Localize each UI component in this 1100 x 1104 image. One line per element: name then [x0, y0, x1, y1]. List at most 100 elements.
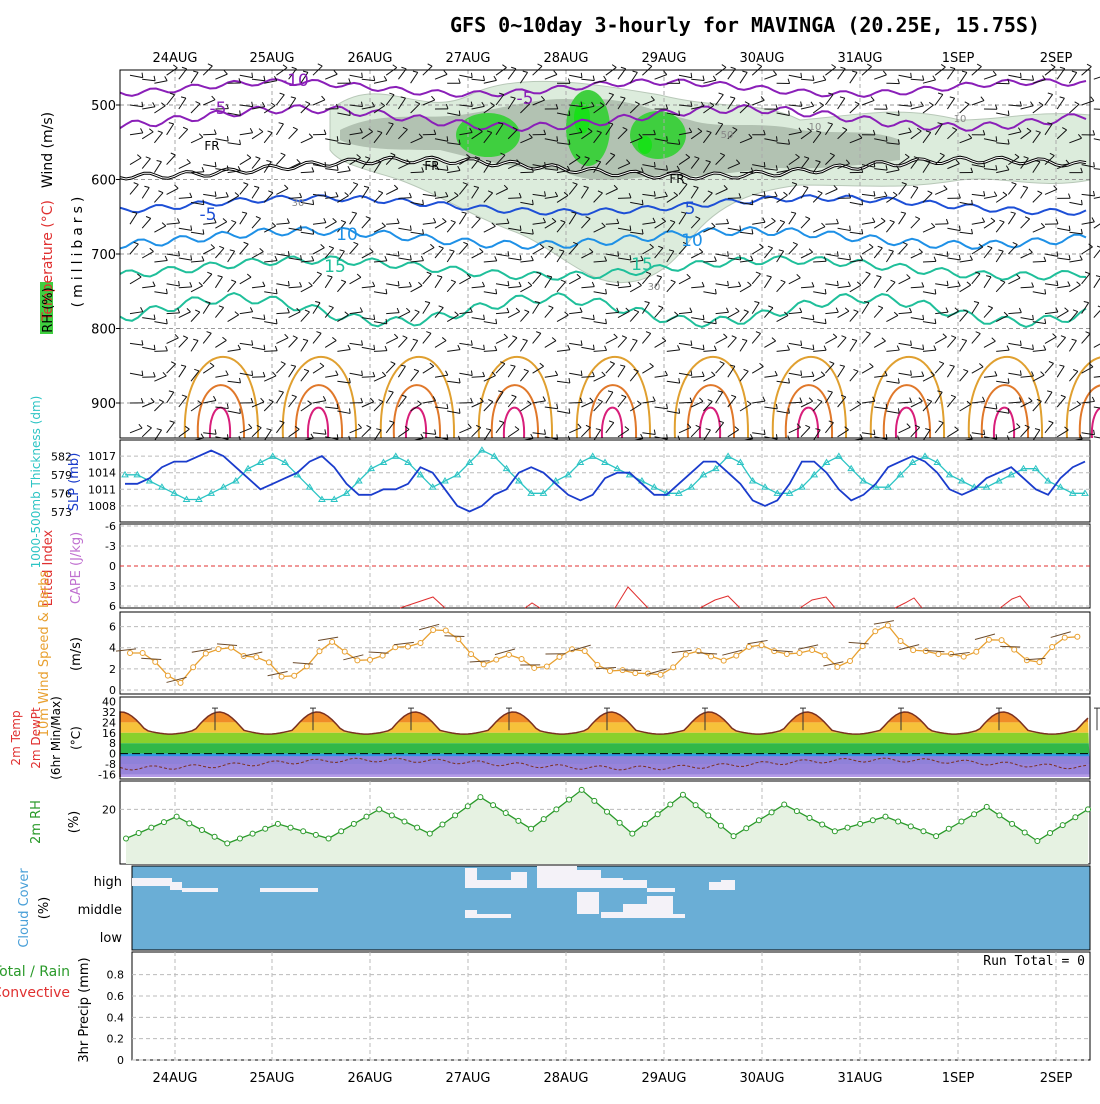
contour-label: 15 [631, 255, 653, 275]
dewpt-band [120, 756, 1090, 774]
rh2m-point [301, 829, 306, 834]
cloud-block [673, 914, 685, 918]
wind10-point [683, 652, 688, 657]
rh2m-point [541, 817, 546, 822]
rh2m-point [680, 792, 685, 797]
slp-tick: 1017 [88, 450, 116, 463]
cloud-block [511, 872, 527, 888]
precip-tick: 0.8 [107, 969, 125, 982]
wind10-point [304, 664, 309, 669]
ylabel-2m-minmax: (6hr Min/Max) [49, 696, 63, 780]
wind10-point [633, 671, 638, 676]
contour-label: 50 [721, 130, 734, 141]
cloud-block [465, 868, 477, 888]
wind10-point [860, 644, 865, 649]
wind10-point [266, 660, 271, 665]
wind-barb-flag [776, 136, 777, 141]
wind-barb-flag [972, 200, 973, 205]
rh2m-point [997, 813, 1002, 818]
rh2m-point [275, 821, 280, 826]
precip-tick: 0.6 [107, 990, 125, 1003]
wind10-point [570, 647, 575, 652]
wind-barb-flag [950, 67, 955, 68]
wind10-point [418, 640, 423, 645]
wind-barb-flag [1020, 73, 1021, 78]
rh2m-point [402, 819, 407, 824]
run-total: Run Total = 0 [983, 954, 1085, 969]
cloud-level-label: high [94, 875, 122, 890]
rh2m-point [516, 818, 521, 823]
wind-barb-flag [984, 162, 985, 167]
wind10-point [292, 673, 297, 678]
rh2m-point [693, 803, 698, 808]
wind-barb-flag [691, 73, 692, 78]
rh-shading-green [456, 113, 520, 157]
rh2m-point [377, 807, 382, 812]
top-date-label: 2SEP [1040, 51, 1073, 66]
wind10-point [1050, 645, 1055, 650]
wind-barb [1094, 308, 1100, 318]
wind10-point [709, 654, 714, 659]
contour-label: 30 [292, 198, 305, 209]
wind-barb-flag [142, 73, 143, 78]
rh2m-point [858, 821, 863, 826]
cloud-block [260, 888, 318, 892]
wind10-point [481, 662, 486, 667]
wind10-point [229, 645, 234, 650]
wind10-point [191, 665, 196, 670]
contour-label: -5 [200, 205, 217, 225]
rh2m-point [807, 815, 812, 820]
contour-label: 30 [648, 282, 661, 293]
wind10-tick: 2 [109, 663, 116, 676]
rh2m-point [946, 826, 951, 831]
wind10-point [330, 639, 335, 644]
wind10-point [734, 653, 739, 658]
contour-label: FR [669, 172, 684, 186]
wind10-point [595, 662, 600, 667]
wind-barb-flag [318, 64, 322, 66]
wind-barb-flag [679, 111, 680, 116]
wind-barb-flag [208, 64, 212, 66]
wind10-point [759, 643, 764, 648]
wind-barb-flag [182, 67, 187, 69]
wind10-point [279, 674, 284, 679]
cloud-block [577, 892, 599, 914]
bottom-date-label: 1SEP [942, 1071, 975, 1086]
contour-label: FR [424, 159, 439, 173]
wind10-point [393, 645, 398, 650]
rh2m-point [934, 834, 939, 839]
wind10-point [506, 652, 511, 657]
wind10-point [342, 649, 347, 654]
rh2m-point [579, 787, 584, 792]
top-date-label: 1SEP [942, 51, 975, 66]
slp-tick: 1011 [88, 483, 116, 496]
rh2m-point [756, 818, 761, 823]
rh2m-point [731, 834, 736, 839]
ylabel-2m-rh-unit: (%) [67, 811, 82, 834]
wind-barb-flag [911, 73, 912, 78]
rh2m-point [364, 814, 369, 819]
wind-barb [825, 224, 838, 225]
wind-barb-flag [731, 67, 736, 68]
wind10-point [355, 658, 360, 663]
wind10-point [835, 664, 840, 669]
rh-shading-green [630, 111, 686, 159]
contour-label: 10 [954, 114, 967, 125]
wind-barb-flag [886, 136, 887, 141]
wind-barb [301, 172, 314, 173]
wind-barb [1094, 341, 1100, 347]
rh2m-point [225, 841, 230, 846]
wind-barb [1094, 376, 1100, 377]
contour-label: FR [204, 139, 219, 153]
rh2m-point [440, 822, 445, 827]
wind-barb-flag [471, 73, 472, 78]
wind-barb-flag [1093, 130, 1095, 135]
wind-barb-flag [832, 65, 836, 68]
wind10-point [405, 644, 410, 649]
wind-barb-flag [349, 110, 350, 115]
top-date-label: 26AUG [347, 51, 392, 66]
rh2m-point [896, 819, 901, 824]
wind-barb [1094, 169, 1100, 170]
wind-barb-flag [1093, 191, 1094, 196]
